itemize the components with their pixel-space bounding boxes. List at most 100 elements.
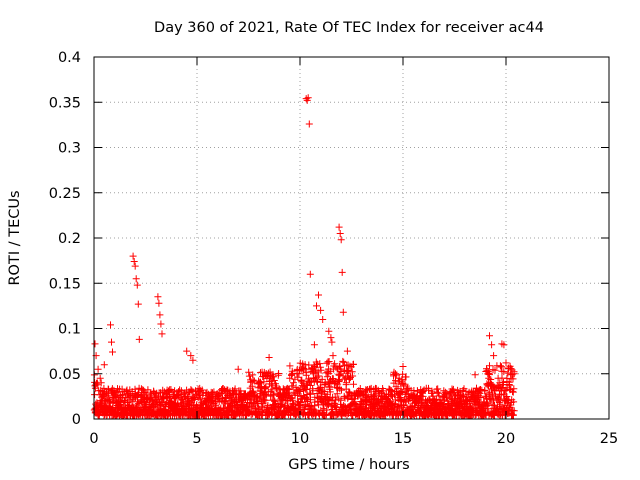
data-point <box>290 379 297 387</box>
data-point <box>94 365 102 373</box>
data-point <box>510 407 518 415</box>
data-point <box>481 386 489 394</box>
y-tick-label: 0.4 <box>58 50 81 66</box>
data-point <box>344 393 352 401</box>
data-point <box>299 379 307 387</box>
data-point <box>338 386 345 394</box>
data-point <box>336 230 344 237</box>
data-point <box>336 385 344 393</box>
data-point <box>496 400 504 408</box>
data-point <box>488 341 496 349</box>
y-tick-label: 0.25 <box>49 186 81 202</box>
data-point <box>294 373 302 381</box>
data-point <box>285 386 293 394</box>
data-point <box>425 386 433 394</box>
data-point <box>306 270 314 278</box>
data-point <box>315 291 322 299</box>
data-point <box>234 365 242 373</box>
data-point <box>335 223 343 231</box>
data-point <box>109 348 116 356</box>
data-point <box>101 388 109 396</box>
data-point <box>109 398 117 406</box>
x-tick-label: 10 <box>291 431 309 447</box>
y-tick-label: 0.05 <box>49 367 81 383</box>
y-axis-label: ROTI / TECUs <box>7 190 23 285</box>
x-tick-label: 20 <box>497 431 515 447</box>
data-point <box>155 299 163 307</box>
data-point <box>340 358 348 366</box>
data-point <box>304 94 312 102</box>
data-point <box>157 320 165 328</box>
data-point <box>362 386 370 394</box>
data-point <box>154 293 162 301</box>
data-point <box>96 374 104 382</box>
data-point <box>402 373 410 381</box>
data-point <box>275 370 283 377</box>
data-point <box>325 358 333 365</box>
data-point <box>509 375 517 383</box>
chart-title: Day 360 of 2021, Rate Of TEC Index for r… <box>154 20 544 36</box>
data-point <box>419 387 427 395</box>
data-point <box>496 362 504 370</box>
data-point <box>316 360 324 368</box>
data-point <box>133 281 141 289</box>
data-point <box>510 411 517 419</box>
data-point <box>471 371 479 379</box>
data-point <box>325 396 333 404</box>
data-point <box>183 347 191 355</box>
data-point <box>265 354 273 361</box>
data-point <box>156 311 164 319</box>
data-point <box>290 388 298 396</box>
data-point <box>490 397 497 405</box>
data-point <box>267 377 275 385</box>
data-point <box>107 321 114 329</box>
data-point <box>319 316 327 323</box>
data-point <box>317 366 325 374</box>
data-point <box>346 362 354 370</box>
data-point <box>131 262 139 270</box>
data-point <box>132 275 140 283</box>
data-point <box>245 368 253 376</box>
data-point <box>486 332 493 340</box>
data-point <box>107 406 115 414</box>
data-point <box>195 391 203 399</box>
y-tick-label: 0.15 <box>49 276 81 292</box>
data-point <box>245 372 253 380</box>
data-point <box>398 388 406 396</box>
grid-lines <box>94 57 609 419</box>
data-point <box>270 377 278 384</box>
data-point <box>400 382 407 390</box>
data-point <box>491 366 499 374</box>
x-axis: 0 5 10 15 20 25 <box>89 57 618 447</box>
data-point <box>91 340 99 348</box>
data-point <box>249 376 257 384</box>
data-point <box>350 360 357 368</box>
data-point <box>317 306 325 314</box>
data-point <box>129 252 137 260</box>
data-point <box>349 372 357 380</box>
data-point <box>100 384 108 392</box>
y-tick-label: 0.1 <box>58 322 81 338</box>
data-point <box>337 236 345 244</box>
data-point <box>477 386 484 393</box>
data-point <box>325 327 333 335</box>
data-point <box>401 380 409 388</box>
y-axis: 0 0.05 0.1 0.15 0.2 0.25 0.3 0.35 0.4 <box>49 50 609 428</box>
data-point <box>97 379 105 387</box>
data-point <box>342 381 350 389</box>
data-point <box>450 390 458 398</box>
data-point <box>277 402 285 410</box>
data-point <box>336 376 343 384</box>
data-point <box>166 392 174 400</box>
y-tick-label: 0 <box>72 412 81 428</box>
data-point <box>327 334 335 342</box>
data-point <box>397 387 405 395</box>
data-point <box>328 338 336 346</box>
data-point <box>108 338 115 346</box>
data-point <box>259 400 267 408</box>
data-point <box>338 268 346 276</box>
data-point <box>434 385 442 393</box>
data-point <box>356 385 364 392</box>
data-point <box>449 385 457 393</box>
data-point <box>483 398 491 406</box>
